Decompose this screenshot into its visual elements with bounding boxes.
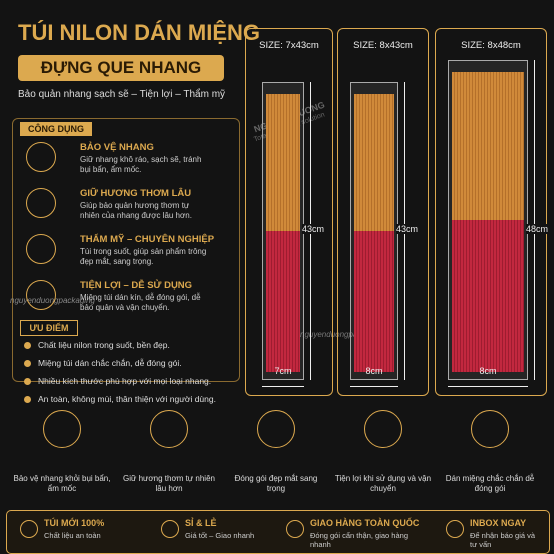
sticks <box>354 94 394 231</box>
banner: ĐỰNG QUE NHANG <box>18 55 224 81</box>
use-title: THẨM MỸ – CHUYÊN NGHIỆP <box>80 234 215 245</box>
footer-text: Đóng gói cẩn thận, giao hàng nhanh <box>310 531 408 549</box>
icon <box>26 142 56 172</box>
footer-icon <box>446 520 464 538</box>
left-panel <box>12 118 240 382</box>
feature: Bảo vệ nhang khỏi bụi bẩn, ẩm mốc <box>13 474 111 493</box>
sticks <box>266 94 300 231</box>
use-title: GIỮ HƯƠNG THƠM LÂU <box>80 188 192 199</box>
height-label: 43cm <box>396 224 419 234</box>
footer-title: SỈ & LẺ <box>185 518 217 528</box>
subtitle: Bảo quản nhang sạch sẽ – Tiện lợi – Thẩm… <box>18 89 226 100</box>
feature: Đóng gói đẹp mắt sang trọng <box>234 474 318 493</box>
sticks-red <box>452 220 524 372</box>
product-frame <box>435 28 547 396</box>
use-text: Túi trong suốt, giúp sản phẩm trông đẹp … <box>80 247 207 266</box>
height-label: 43cm <box>302 224 325 234</box>
sticks-red <box>354 231 394 372</box>
width-arrow <box>262 386 304 387</box>
icon <box>364 410 402 448</box>
icon <box>26 280 56 310</box>
height-label: 48cm <box>526 224 549 234</box>
sticks-red <box>266 231 300 372</box>
icon <box>150 410 188 448</box>
check <box>24 360 31 367</box>
width-label: 8cm <box>365 366 383 376</box>
advantages-heading: ƯU ĐIỂM <box>20 320 78 336</box>
width-label: 7cm <box>274 366 292 376</box>
width-arrow <box>350 386 398 387</box>
product-frame <box>245 28 333 396</box>
check <box>24 396 31 403</box>
advantage: Nhiều kích thước phù hợp với mọi loại nh… <box>38 376 212 386</box>
icon <box>471 410 509 448</box>
width-arrow <box>448 386 528 387</box>
size-label: SIZE: 8x48cm <box>461 40 521 51</box>
height-arrow <box>534 60 535 380</box>
footer-title: TÚI MỚI 100% <box>44 518 105 528</box>
use-text: Miệng túi dán kín, dễ đóng gói, dễ bảo q… <box>80 293 201 312</box>
footer-icon <box>20 520 38 538</box>
check <box>24 342 31 349</box>
feature: Dán miệng chắc chắn dễ đóng gói <box>445 474 535 493</box>
footer-icon <box>161 520 179 538</box>
watermark-site: nguyenduongpackaging <box>300 330 385 339</box>
footer-text: Chất liệu an toàn <box>44 531 101 540</box>
size-label: SIZE: 8x43cm <box>353 40 413 51</box>
width-label: 8cm <box>479 366 497 376</box>
check <box>24 378 31 385</box>
feature: Giữ hương thơm tự nhiên lâu hơn <box>123 474 215 493</box>
product-frame <box>337 28 429 396</box>
title: TÚI NILON DÁN MIỆNG <box>18 20 260 45</box>
icon <box>26 188 56 218</box>
advantage: An toàn, không mùi, thân thiện với người… <box>38 394 216 404</box>
footer-text: Giá tốt – Giao nhanh <box>185 531 255 540</box>
footer-title: INBOX NGAY <box>470 518 527 528</box>
footer-icon <box>286 520 304 538</box>
sticks <box>452 72 524 220</box>
use-text: Giúp bảo quản hương thơm tự nhiên của nh… <box>80 201 192 220</box>
advantage: Chất liệu nilon trong suốt, bền đẹp. <box>38 340 170 350</box>
icon <box>26 234 56 264</box>
use-title: TIỆN LỢI – DỄ SỬ DỤNG <box>80 280 193 291</box>
footer-title: GIAO HÀNG TOÀN QUỐC <box>310 518 420 528</box>
icon <box>257 410 295 448</box>
size-label: SIZE: 7x43cm <box>259 40 319 51</box>
use-text: Giữ nhang khô ráo, sạch sẽ, tránh bụi bẩ… <box>80 155 202 174</box>
icon <box>43 410 81 448</box>
use-title: BẢO VỆ NHANG <box>80 142 154 153</box>
advantage: Miệng túi dán chắc chắn, dễ đóng gói. <box>38 358 182 368</box>
feature: Tiện lợi khi sử dụng và vận chuyển <box>334 474 432 493</box>
uses-heading: CÔNG DỤNG <box>20 122 92 136</box>
footer-text: Để nhận báo giá và tư vấn <box>470 531 536 549</box>
